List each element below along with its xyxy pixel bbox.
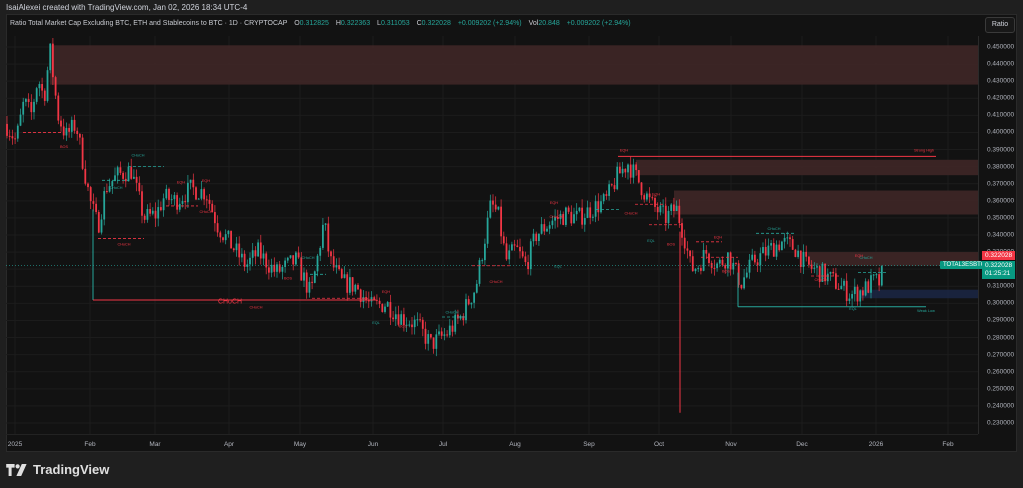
time-tick: Aug: [509, 441, 521, 448]
svg-text:CHoCH: CHoCH: [549, 215, 562, 219]
ratio-button[interactable]: Ratio: [985, 17, 1015, 33]
svg-text:EQH: EQH: [550, 201, 558, 205]
price-tick: 0.440000: [987, 60, 1015, 68]
price-tick: 0.240000: [987, 402, 1015, 410]
svg-text:CHoCH: CHoCH: [249, 305, 262, 309]
price-tick: 0.390000: [987, 146, 1015, 154]
price-axis-divider: [978, 36, 979, 434]
high-value: 0.322363: [340, 20, 371, 27]
svg-text:EQH: EQH: [202, 179, 210, 183]
price-tick: 0.300000: [987, 299, 1015, 307]
price-tick: 0.430000: [987, 77, 1015, 85]
chart-credit: IsaiAlexei created with TradingView.com,…: [6, 3, 248, 12]
time-tick: Nov: [725, 441, 737, 448]
last-price-tag-green: 0.322028 01:25:21: [982, 261, 1016, 279]
svg-text:CHoCH: CHoCH: [624, 211, 637, 215]
svg-text:EQH: EQH: [855, 254, 863, 258]
svg-text:CHoCH: CHoCH: [117, 242, 130, 246]
svg-text:EQL: EQL: [849, 307, 857, 311]
svg-text:EQH: EQH: [620, 148, 628, 152]
svg-text:CHoCH: CHoCH: [445, 311, 458, 315]
price-tick: 0.400000: [987, 128, 1015, 136]
price-tick: 0.340000: [987, 231, 1015, 239]
price-tick: 0.290000: [987, 316, 1015, 324]
tradingview-logo-icon: [6, 463, 27, 476]
chart-legend: Ratio Total Market Cap Excluding BTC, ET…: [10, 20, 631, 27]
svg-text:CHoCH: CHoCH: [859, 256, 872, 260]
low-value: 0.311053: [380, 20, 410, 27]
price-tick: 0.380000: [987, 163, 1015, 171]
svg-text:EQH: EQH: [714, 235, 722, 239]
price-tick: 0.250000: [987, 385, 1015, 393]
price-tick: 0.450000: [987, 43, 1015, 51]
svg-text:EQH: EQH: [177, 181, 185, 185]
svg-text:EQH: EQH: [382, 290, 390, 294]
symbol-title[interactable]: Ratio Total Market Cap Excluding BTC, ET…: [10, 20, 288, 27]
svg-text:Weak Low: Weak Low: [917, 309, 935, 313]
time-tick: Mar: [149, 441, 161, 448]
svg-text:Strong High: Strong High: [914, 148, 934, 152]
svg-text:EQL: EQL: [554, 264, 562, 268]
time-tick: 2025: [7, 441, 23, 448]
price-tick: 0.270000: [987, 351, 1015, 359]
price-tick: 0.350000: [987, 214, 1015, 222]
time-tick: Jun: [367, 441, 379, 448]
price-tick: 0.410000: [987, 111, 1015, 119]
bar-countdown: 01:25:21: [985, 270, 1011, 277]
time-axis-divider: [6, 434, 978, 435]
svg-text:CHoCH: CHoCH: [218, 298, 242, 305]
time-tick: Apr: [223, 441, 235, 448]
price-tick: 0.230000: [987, 419, 1015, 427]
svg-text:BOS: BOS: [722, 270, 730, 274]
time-tick: May: [293, 441, 307, 448]
time-tick: 2026: [868, 441, 884, 448]
chart-panel[interactable]: [6, 14, 1017, 452]
price-tick: 0.360000: [987, 197, 1015, 205]
svg-text:BOS: BOS: [399, 324, 407, 328]
symbol-tag: TOTAL3ESBTC: [940, 261, 989, 269]
open-value: 0.312825: [299, 20, 329, 27]
time-tick: Jul: [438, 441, 448, 448]
price-tick: 0.280000: [987, 334, 1015, 342]
svg-text:BOS: BOS: [284, 276, 292, 280]
time-tick: Dec: [796, 441, 808, 448]
time-tick: Sep: [583, 441, 595, 448]
last-price-tag-red: 0.322028: [982, 251, 1016, 260]
change-value: +0.009202 (+2.94%): [457, 20, 522, 27]
price-tick: 0.420000: [987, 94, 1015, 102]
svg-text:CHoCH: CHoCH: [814, 278, 827, 282]
volume-value: 20.848: [538, 20, 560, 27]
svg-text:CHoCH: CHoCH: [109, 186, 122, 190]
svg-text:BOS: BOS: [60, 145, 68, 149]
close-value: 0.322028: [421, 20, 451, 27]
svg-text:BOS: BOS: [667, 242, 675, 246]
price-tick: 0.370000: [987, 180, 1015, 188]
svg-text:CHoCH: CHoCH: [767, 227, 780, 231]
brand-name: TradingView: [33, 462, 110, 477]
time-tick: Oct: [653, 441, 665, 448]
svg-text:CHoCH: CHoCH: [199, 210, 212, 214]
svg-text:CHoCH: CHoCH: [301, 256, 314, 260]
volume-change: +0.009202 (+2.94%): [566, 20, 631, 27]
time-tick: Feb: [84, 441, 96, 448]
svg-text:EQL: EQL: [647, 239, 655, 243]
time-tick: Feb: [942, 441, 954, 448]
top-bar: IsaiAlexei created with TradingView.com,…: [0, 0, 1023, 14]
svg-text:EQH: EQH: [652, 193, 660, 197]
svg-text:CHoCH: CHoCH: [489, 280, 502, 284]
price-tick: 0.310000: [987, 282, 1015, 290]
svg-text:EQL: EQL: [372, 321, 380, 325]
tradingview-logo[interactable]: TradingView: [6, 462, 109, 477]
svg-text:CHoCH: CHoCH: [131, 153, 144, 157]
price-tick: 0.260000: [987, 368, 1015, 376]
